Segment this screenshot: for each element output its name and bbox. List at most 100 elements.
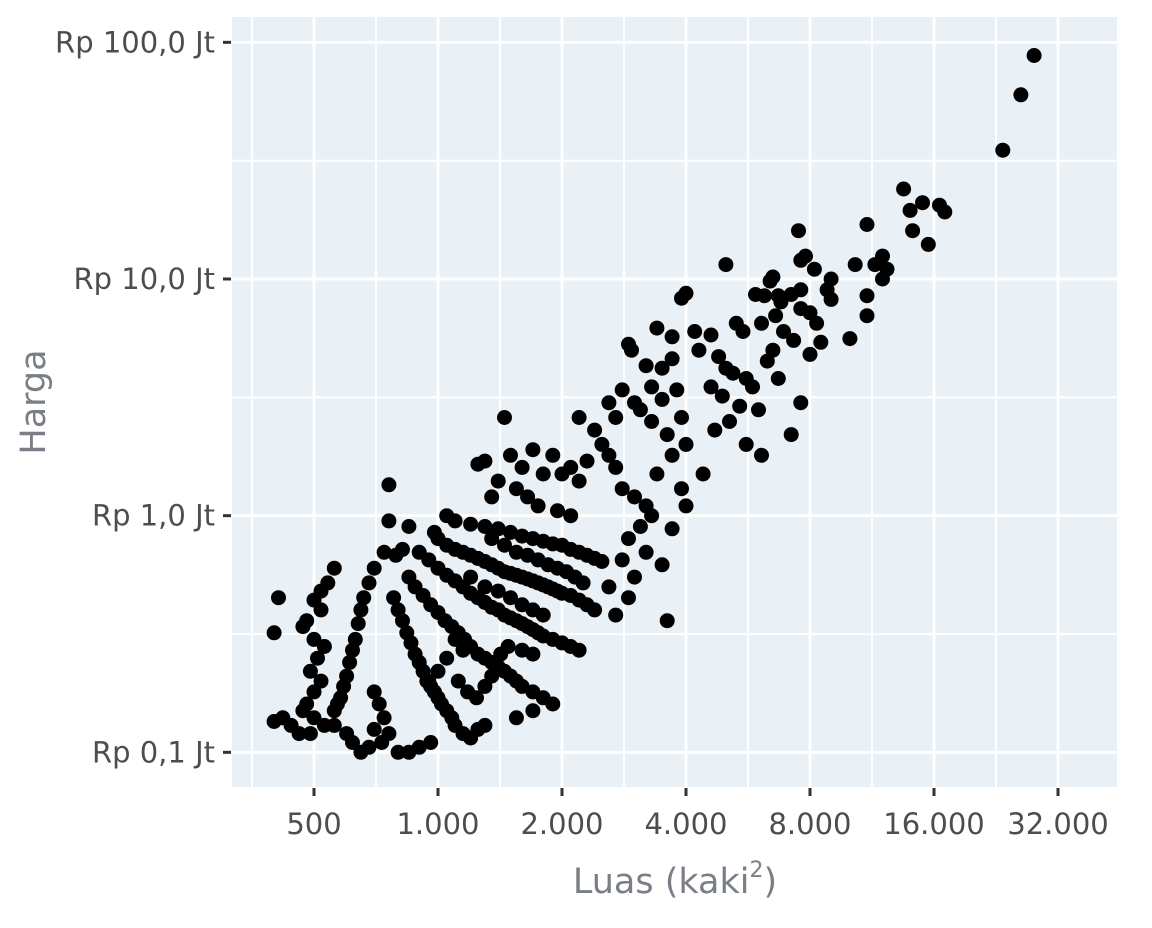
data-point xyxy=(490,583,506,599)
data-point xyxy=(1013,87,1029,103)
data-point xyxy=(644,379,660,395)
data-point xyxy=(674,410,689,425)
data-point xyxy=(266,625,282,641)
data-point xyxy=(463,516,479,532)
data-point xyxy=(654,557,670,573)
data-point xyxy=(601,447,617,463)
data-point xyxy=(920,236,936,252)
data-point xyxy=(624,342,639,358)
data-point xyxy=(535,466,551,482)
plot-panel xyxy=(232,17,1117,787)
data-point xyxy=(608,410,624,425)
data-point xyxy=(664,521,680,537)
data-point xyxy=(608,459,624,475)
data-point xyxy=(754,447,769,463)
data-point xyxy=(490,473,506,489)
data-point xyxy=(793,395,809,411)
data-point xyxy=(773,294,789,310)
data-point xyxy=(654,391,670,407)
data-point xyxy=(376,544,392,560)
data-point xyxy=(423,735,439,750)
data-point xyxy=(770,371,786,386)
data-point xyxy=(638,358,654,374)
x-axis-title-sup: 2 xyxy=(749,858,763,883)
data-point xyxy=(664,329,680,345)
data-point xyxy=(875,271,890,287)
grid-lines xyxy=(232,17,1117,787)
data-point xyxy=(374,735,390,750)
data-point xyxy=(514,459,530,475)
data-point xyxy=(500,639,516,654)
data-point xyxy=(356,590,372,606)
data-point xyxy=(366,684,382,700)
data-point xyxy=(342,654,358,670)
data-point xyxy=(649,466,665,482)
data-point xyxy=(295,703,311,719)
data-point xyxy=(718,257,734,273)
data-point xyxy=(401,744,417,760)
data-point xyxy=(714,388,730,404)
y-axis: Rp 0,1 Jt Rp 1,0 Jt Rp 10,0 Jt Rp 100,0 Jt xyxy=(55,25,231,769)
data-point xyxy=(765,269,781,285)
data-point xyxy=(937,204,953,220)
data-point xyxy=(336,678,352,694)
data-point xyxy=(644,414,660,429)
data-point xyxy=(1026,48,1042,63)
data-point xyxy=(508,481,524,497)
data-point xyxy=(847,257,863,273)
data-point xyxy=(867,257,883,273)
data-point xyxy=(390,744,406,760)
data-point xyxy=(632,519,648,534)
data-point xyxy=(386,590,402,606)
data-point xyxy=(310,650,325,666)
data-point xyxy=(725,365,741,381)
data-point xyxy=(508,710,524,726)
data-point xyxy=(738,436,754,452)
data-point xyxy=(703,379,719,395)
data-point xyxy=(302,663,318,679)
data-point xyxy=(905,223,921,239)
data-point xyxy=(395,613,410,629)
data-point xyxy=(809,315,825,331)
x-axis: 500 1.000 2.000 4.000 8.000 16.000 32.000 xyxy=(286,788,1109,841)
data-point xyxy=(503,590,518,606)
data-point xyxy=(430,663,446,679)
data-point xyxy=(345,642,360,658)
data-point xyxy=(520,489,536,505)
data-point xyxy=(674,290,689,306)
data-point xyxy=(525,442,541,458)
data-point xyxy=(659,427,675,443)
data-point xyxy=(525,703,541,719)
data-point xyxy=(695,466,711,482)
data-point xyxy=(806,261,822,277)
x-tick-label: 8.000 xyxy=(768,807,851,841)
data-point xyxy=(316,717,332,733)
data-point xyxy=(608,607,624,623)
data-point xyxy=(579,453,595,469)
data-point xyxy=(503,447,518,463)
data-point xyxy=(587,422,603,438)
data-point xyxy=(571,410,587,425)
y-tick-label: Rp 1,0 Jt xyxy=(92,499,215,533)
data-point xyxy=(530,498,546,514)
data-point xyxy=(447,513,463,529)
x-axis-title-base: Luas (kaki xyxy=(573,862,750,902)
data-point xyxy=(381,513,397,529)
data-point xyxy=(783,427,799,443)
x-tick-label: 2.000 xyxy=(520,807,603,841)
data-point xyxy=(484,489,500,505)
data-point xyxy=(621,531,636,547)
data-point xyxy=(802,346,818,362)
data-point xyxy=(469,690,484,706)
data-point xyxy=(302,726,318,742)
y-tick-label: Rp 0,1 Jt xyxy=(92,735,215,769)
data-point xyxy=(748,287,763,302)
data-point xyxy=(525,646,541,662)
data-point xyxy=(313,602,329,618)
data-point xyxy=(575,575,591,591)
data-point xyxy=(545,696,561,712)
data-point xyxy=(601,395,617,411)
y-axis-title: Harga xyxy=(14,349,54,454)
data-point xyxy=(859,217,875,232)
data-point xyxy=(632,402,648,418)
